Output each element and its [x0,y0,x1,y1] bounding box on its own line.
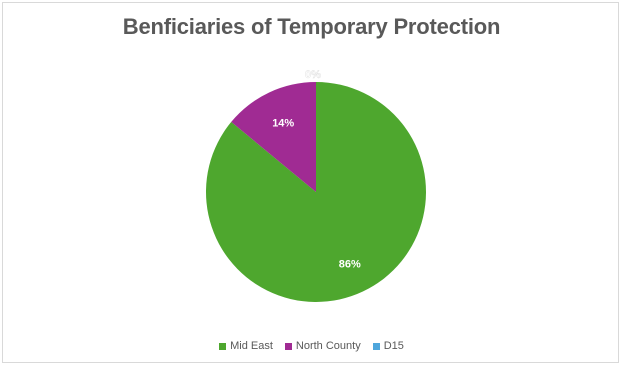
pie-slice-north-county [231,82,316,192]
legend-label-north-county: North County [295,340,361,352]
data-label-d15: 0% [305,69,321,81]
legend-swatch-d15 [372,342,380,350]
data-label-north-county: 14% [272,117,294,129]
legend-item-d15: D15 [372,340,404,352]
legend-label-mid-east: Mid East [230,340,273,352]
legend: Mid East North County D15 [0,340,623,352]
legend-item-north-county: North County [284,340,361,352]
data-label-mid-east: 86% [339,259,361,271]
legend-swatch-mid-east [219,342,227,350]
legend-swatch-north-county [284,342,292,350]
chart-title: Benficiaries of Temporary Protection [122,14,501,39]
legend-label-d15: D15 [383,340,404,352]
legend-item-mid-east: Mid East [219,340,273,352]
